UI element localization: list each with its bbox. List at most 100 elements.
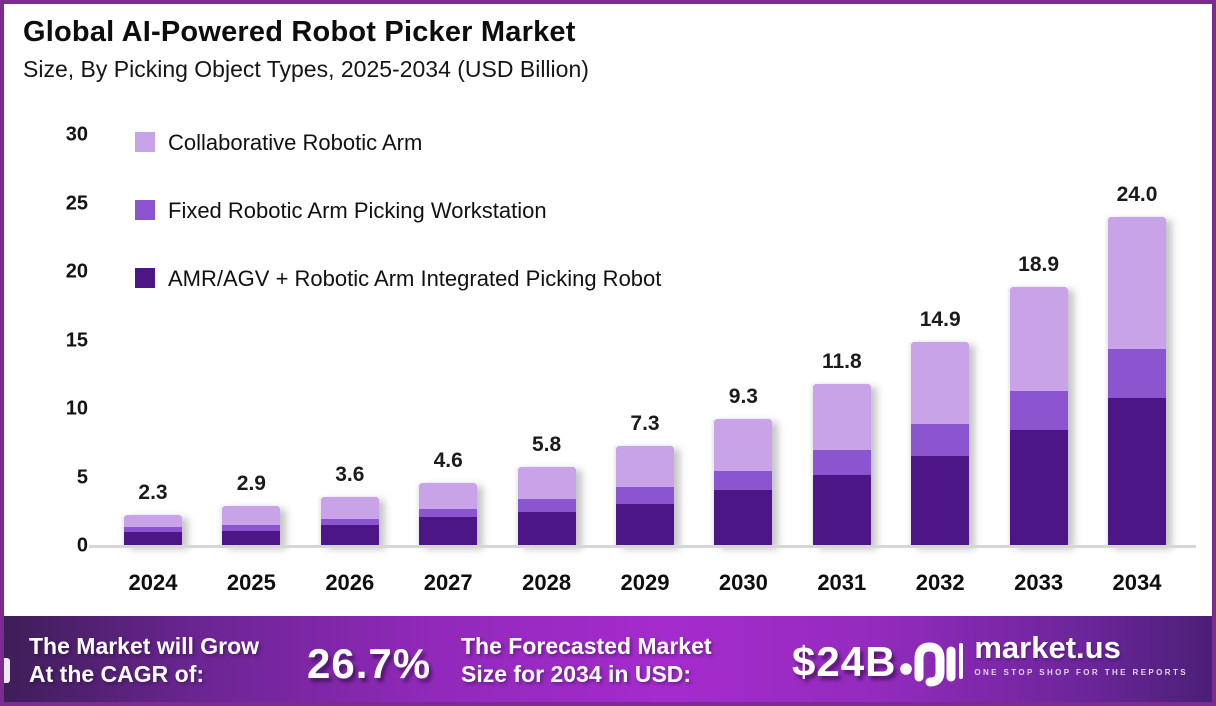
bar-value-label: 7.3 [630,412,660,435]
bar-2028 [517,466,576,546]
forecast-label-line1: The Forecasted Market [461,633,712,659]
cagr-value: 26.7% [307,640,432,687]
bar-segment [616,446,674,488]
y-tick-25: 25 [65,192,88,214]
bar-2024 [124,514,182,546]
legend-label: AMR/AGV + Robotic Arm Integrated Picking… [168,266,662,291]
bar-segment [812,474,871,546]
bar-value-label: 14.9 [919,307,961,331]
cagr-label-line2: At the CAGR of: [29,661,205,687]
legend-item-0: Collaborative Robotic Arm [135,126,661,160]
bar-value-label: 11.8 [821,350,862,374]
bar-2029 [616,446,674,546]
bar-segment [222,530,281,546]
legend-label: Fixed Robotic Arm Picking Workstation [168,198,547,223]
bar-segment [419,517,478,546]
bar-segment [911,455,970,546]
bar-segment [124,526,182,533]
bar-2026 [320,496,379,546]
x-tick-2024: 2024 [128,570,178,595]
bar-value-label: 4.6 [433,448,463,472]
bar-segment [812,450,871,475]
bar-2027 [419,483,478,546]
bar-2025 [222,506,281,546]
bar-segment [1009,287,1068,392]
y-axis-ticks: 0 5 10 15 20 25 30 [28,124,88,557]
x-tick-2027: 2027 [423,570,473,595]
market-us-logo-icon [900,642,964,687]
x-axis-labels: 2024 2025 2026 2027 2028 2029 2030 2031 2032 2033… [94,570,1196,600]
left-edge-tab [4,658,10,683]
bar-segment [1009,391,1068,430]
y-tick-0: 0 [76,534,88,557]
bar-segment [320,518,379,526]
bar-segment [714,489,773,546]
x-tick-2032: 2032 [915,570,965,595]
bar-value-label: 3.6 [335,462,365,486]
y-tick-30: 30 [65,123,88,146]
x-tick-2025: 2025 [226,570,276,595]
bar-value-label: 24.0 [1116,183,1158,207]
brand-logo: market.us ONE STOP SHOP FOR THE REPORTS [899,631,1188,687]
bar-value-label: 9.3 [728,384,758,408]
x-tick-2034: 2034 [1112,570,1162,595]
y-tick-15: 15 [65,329,88,351]
y-tick-20: 20 [65,260,88,283]
y-tick-10: 10 [65,397,88,420]
bar-segment [517,511,576,546]
bar-segment [714,418,773,471]
legend-item-2: AMR/AGV + Robotic Arm Integrated Picking… [135,262,661,296]
legend: Collaborative Robotic Arm Fixed Robotic A… [135,126,661,330]
x-tick-2031: 2031 [817,570,867,595]
legend-swatch [135,268,155,288]
bar-segment [911,424,970,456]
bar-segment [517,499,576,512]
forecast-label-line2: Size for 2034 in USD: [461,661,692,687]
bar-segment [1108,398,1166,546]
bar-segment [222,506,281,526]
y-tick-5: 5 [76,466,88,488]
x-axis-line [89,545,1196,548]
chart-title: Global AI-Powered Robot Picker Market [23,16,576,48]
bar-2034 [1108,217,1166,546]
brand-name: market.us [974,630,1121,665]
bar-segment [419,509,478,518]
x-tick-2028: 2028 [522,570,572,595]
bar-segment [517,466,576,500]
brand-tagline: ONE STOP SHOP FOR THE REPORTS [974,668,1188,677]
logo-text: market.us ONE STOP SHOP FOR THE REPORTS [974,630,1188,678]
bar-segment [419,483,478,510]
bar-segment [616,503,674,546]
chart-subtitle: Size, By Picking Object Types, 2025-2034… [23,56,589,82]
forecast-value: $24B [792,638,897,685]
bar-segment [911,341,970,425]
bar-segment [124,514,182,527]
bar-segment [714,470,773,490]
bar-segment [812,384,871,451]
bar-value-label: 2.3 [138,480,168,504]
x-tick-2030: 2030 [718,570,768,595]
footer-banner: The Market will Grow At the CAGR of: 26.… [4,616,1212,702]
bar-segment [222,525,281,531]
legend-swatch [135,200,155,220]
bar-value-label: 18.9 [1018,253,1060,277]
bar-2030 [714,418,773,546]
cagr-label: The Market will Grow At the CAGR of: [29,632,259,688]
legend-swatch [135,132,155,152]
bar-value-label: 5.8 [531,432,562,456]
x-tick-2033: 2033 [1014,570,1064,595]
bar-segment [616,487,674,504]
bar-segment [1108,348,1166,399]
bar-2032 [911,341,970,546]
x-tick-2029: 2029 [620,570,670,595]
cagr-label-line1: The Market will Grow [29,633,260,659]
bar-2033 [1009,287,1068,546]
bar-2031 [812,384,871,546]
bar-value-label: 2.9 [236,472,266,496]
x-tick-2026: 2026 [325,570,375,595]
bar-segment [320,496,379,519]
header: Global AI-Powered Robot Picker Market Si… [23,16,589,83]
bar-segment [124,532,182,546]
forecast-label: The Forecasted Market Size for 2034 in U… [461,632,712,688]
